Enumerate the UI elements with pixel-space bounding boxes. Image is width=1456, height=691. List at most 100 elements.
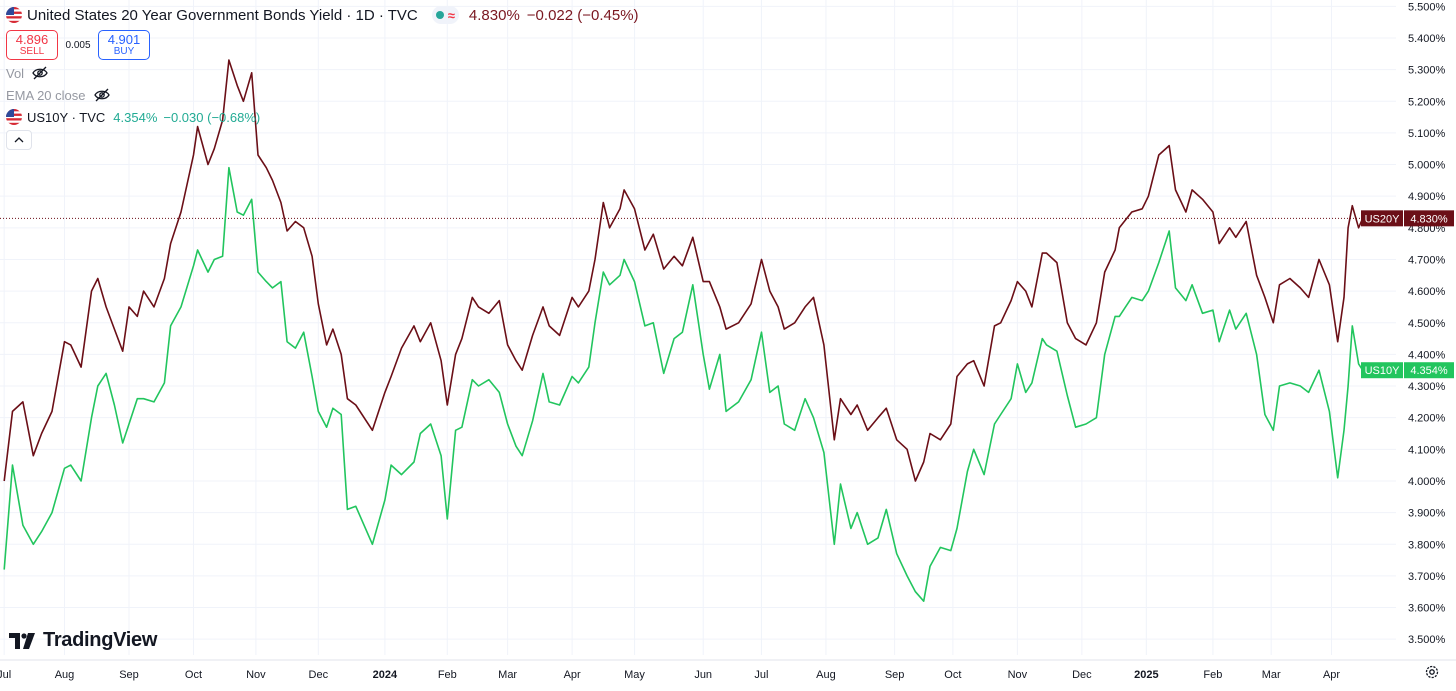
- y-tick-label: 5.100%: [1408, 128, 1446, 140]
- data-point-us20y: [439, 359, 443, 363]
- data-point-us10y: [1184, 299, 1188, 303]
- data-point-us10y: [928, 564, 932, 568]
- data-point-us10y: [256, 270, 260, 274]
- data-point-us20y: [1278, 283, 1282, 287]
- eye-off-icon[interactable]: [32, 66, 48, 80]
- y-tick-label: 3.700%: [1408, 571, 1446, 583]
- brand-name: TradingView: [43, 629, 158, 651]
- main-series-legend[interactable]: United States 20 Year Government Bonds Y…: [6, 4, 639, 26]
- data-point-us20y: [1040, 251, 1044, 255]
- vol-study-row[interactable]: Vol: [6, 62, 639, 84]
- data-point-us10y: [383, 498, 387, 502]
- data-point-us10y: [691, 283, 695, 287]
- data-point-us20y: [701, 280, 705, 284]
- x-tick-label: Mar: [498, 669, 517, 681]
- data-point-us10y: [1346, 384, 1350, 388]
- data-point-us10y: [90, 416, 94, 420]
- data-point-us10y: [643, 324, 647, 328]
- y-tick-label: 4.500%: [1408, 318, 1446, 330]
- compare-title[interactable]: US10Y · TVC: [27, 109, 106, 125]
- y-tick-label: 4.200%: [1408, 413, 1446, 425]
- symbol-title[interactable]: United States 20 Year Government Bonds Y…: [27, 6, 418, 24]
- data-point-us10y: [724, 409, 728, 413]
- eye-off-icon[interactable]: [93, 88, 110, 102]
- data-point-us10y: [999, 413, 1003, 417]
- data-point-us10y: [241, 213, 245, 217]
- data-point-us10y: [1263, 413, 1267, 417]
- data-point-us20y: [1288, 277, 1292, 281]
- buy-button[interactable]: 4.901 BUY: [98, 30, 150, 60]
- data-point-us20y: [587, 289, 591, 293]
- data-point-us20y: [1146, 194, 1150, 198]
- data-point-us10y: [601, 270, 605, 274]
- data-point-us20y: [1065, 321, 1069, 325]
- data-point-us10y: [271, 286, 275, 290]
- data-point-us20y: [531, 333, 535, 337]
- data-point-us10y: [866, 542, 870, 546]
- tradingview-logo-icon: [9, 632, 35, 649]
- tradingview-logo[interactable]: TradingView: [9, 629, 157, 652]
- data-point-us20y: [1346, 226, 1350, 230]
- live-dot-icon: [435, 11, 444, 19]
- data-point-us20y: [112, 327, 116, 331]
- compare-series-legend[interactable]: US10Y · TVC 4.354% −0.030 (−0.68%): [6, 106, 639, 128]
- series-line-us20y[interactable]: [3, 59, 1364, 482]
- data-point-us20y: [1174, 188, 1178, 192]
- data-point-us20y: [192, 153, 196, 157]
- data-point-us10y: [1288, 381, 1292, 385]
- data-point-us20y: [514, 359, 518, 363]
- data-point-us10y: [576, 381, 580, 385]
- data-point-us20y: [832, 438, 836, 442]
- data-point-us20y: [622, 188, 626, 192]
- data-point-us20y: [331, 327, 335, 331]
- settings-gear-icon[interactable]: [1424, 664, 1440, 685]
- data-point-us20y: [293, 220, 297, 224]
- data-point-us20y: [264, 166, 268, 170]
- data-point-us10y: [179, 305, 183, 309]
- data-point-us10y: [152, 400, 156, 404]
- collapse-legend-button[interactable]: [6, 130, 32, 150]
- data-point-us20y: [972, 359, 976, 363]
- data-point-us20y: [608, 226, 612, 230]
- data-point-us10y: [855, 511, 859, 515]
- y-tick-label: 5.500%: [1408, 1, 1446, 13]
- data-point-us10y: [1342, 428, 1346, 432]
- data-point-us10y: [1211, 308, 1215, 312]
- data-point-us10y: [737, 400, 741, 404]
- data-point-us10y: [1271, 428, 1275, 432]
- data-point-us20y: [955, 375, 959, 379]
- market-status-pill[interactable]: ≈: [431, 6, 459, 24]
- data-point-us10y: [1317, 368, 1321, 372]
- data-point-us10y: [541, 371, 545, 375]
- sell-button[interactable]: 4.896 SELL: [6, 30, 58, 60]
- data-point-us10y: [1024, 390, 1028, 394]
- data-point-us20y: [370, 428, 374, 432]
- data-point-us20y: [135, 314, 139, 318]
- chevron-up-icon: [14, 137, 24, 143]
- data-point-us20y: [576, 305, 580, 309]
- data-point-us10y: [1157, 261, 1161, 265]
- data-point-us20y: [285, 229, 289, 233]
- y-tick-label: 3.600%: [1408, 603, 1446, 615]
- data-point-us10y: [593, 321, 597, 325]
- ema-study-row[interactable]: EMA 20 close: [6, 84, 639, 106]
- series-line-us10y[interactable]: [3, 166, 1364, 602]
- data-point-us10y: [782, 422, 786, 426]
- data-point-us10y: [127, 422, 131, 426]
- data-point-us10y: [768, 390, 772, 394]
- data-point-us10y: [69, 463, 73, 467]
- data-point-us10y: [285, 340, 289, 344]
- data-point-us10y: [1084, 422, 1088, 426]
- data-point-us20y: [121, 349, 125, 353]
- data-point-us20y: [1271, 321, 1275, 325]
- data-point-us10y: [1040, 337, 1044, 341]
- data-point-us20y: [142, 289, 146, 293]
- data-point-us20y: [1234, 235, 1238, 239]
- data-point-us20y: [822, 343, 826, 347]
- data-point-us10y: [454, 428, 458, 432]
- series-name-tag: [1361, 210, 1403, 227]
- data-point-us20y: [1167, 144, 1171, 148]
- data-point-us10y: [400, 473, 404, 477]
- data-point-us20y: [79, 365, 83, 369]
